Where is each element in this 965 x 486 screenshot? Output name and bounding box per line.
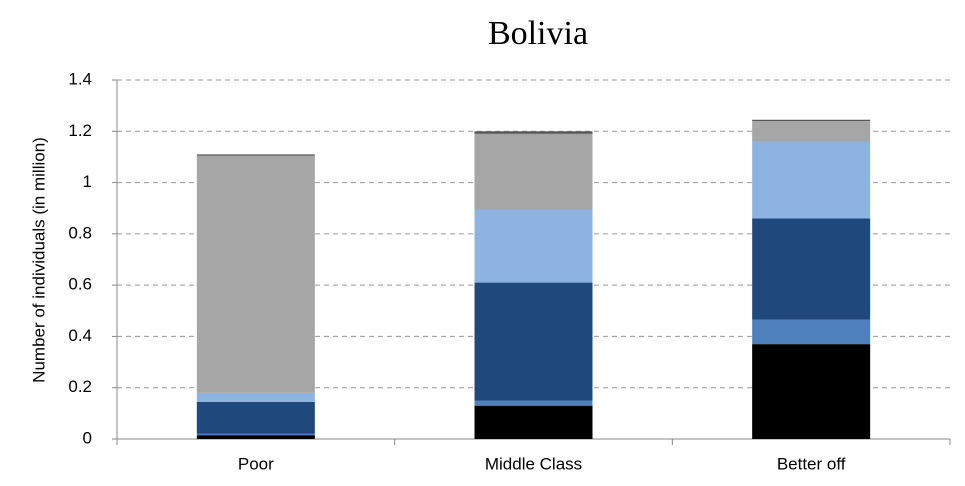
bar-segment [752, 141, 871, 219]
y-axis-label: Number of individuals (in million) [29, 137, 48, 383]
bar-segment [196, 401, 315, 434]
bar-segment [474, 133, 593, 210]
bar-segment [196, 154, 315, 156]
bar-segment [474, 131, 593, 134]
bar-segment [474, 282, 593, 401]
bar-segment [474, 405, 593, 439]
bar-segment [474, 209, 593, 283]
x-tick-label: Better off [777, 454, 846, 473]
y-tick-label: 0 [83, 428, 92, 447]
bar-segment [752, 119, 871, 122]
chart-title: Bolivia [488, 15, 588, 52]
y-tick-label: 1.4 [68, 69, 92, 88]
bar-segment [196, 433, 315, 436]
y-tick-label: 0.6 [68, 275, 92, 294]
bar-segment [752, 121, 871, 142]
bar-segment [474, 400, 593, 406]
bar-segment [752, 218, 871, 320]
x-tick-label: Poor [238, 454, 274, 473]
y-tick-label: 1 [83, 172, 92, 191]
bar-segment [196, 392, 315, 402]
bar-segment [196, 155, 315, 393]
bar-segment [752, 319, 871, 345]
y-tick-label: 0.4 [68, 326, 92, 345]
y-tick-label: 0.8 [68, 223, 92, 242]
y-tick-label: 0.2 [68, 377, 92, 396]
x-tick-label: Middle Class [485, 454, 582, 473]
y-tick-label: 1.2 [68, 121, 92, 140]
bar-segment [752, 344, 871, 439]
bar-segment [196, 435, 315, 439]
